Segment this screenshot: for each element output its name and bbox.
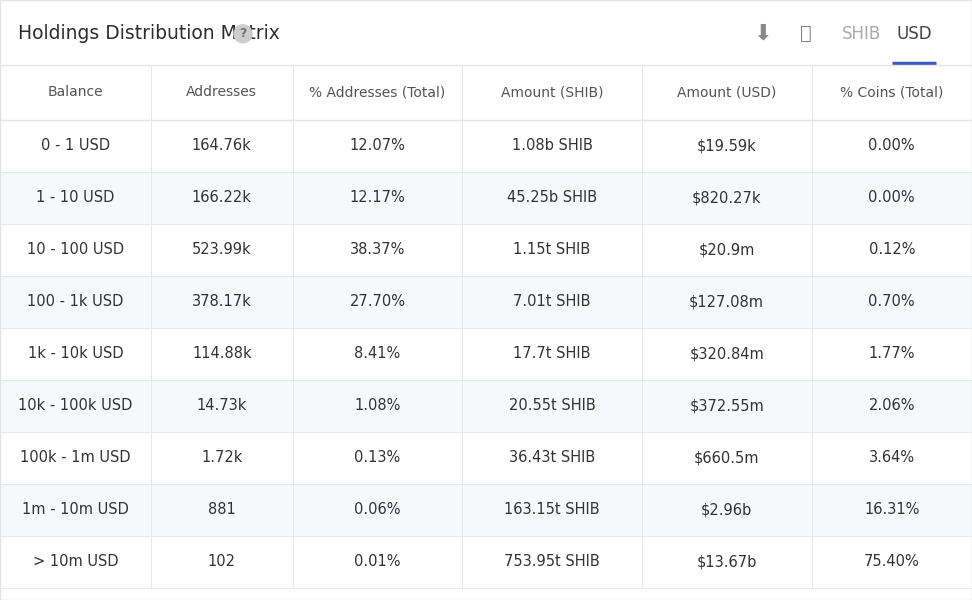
Text: 3.64%: 3.64% (869, 451, 915, 466)
Text: 1.72k: 1.72k (201, 451, 242, 466)
Text: Addresses: Addresses (187, 85, 258, 100)
Text: 753.95t SHIB: 753.95t SHIB (504, 554, 600, 569)
Text: 1m - 10m USD: 1m - 10m USD (22, 503, 129, 517)
Text: Amount (SHIB): Amount (SHIB) (501, 85, 604, 100)
Text: 100k - 1m USD: 100k - 1m USD (20, 451, 131, 466)
Text: $127.08m: $127.08m (689, 295, 764, 310)
Text: 38.37%: 38.37% (350, 242, 405, 257)
Bar (0, 380, 972, 432)
Bar (0, 224, 972, 276)
Text: $2.96b: $2.96b (701, 503, 752, 517)
Bar (0, 172, 972, 224)
Text: 36.43t SHIB: 36.43t SHIB (509, 451, 595, 466)
Text: SHIB: SHIB (842, 25, 881, 43)
Text: > 10m USD: > 10m USD (33, 554, 119, 569)
Text: $320.84m: $320.84m (689, 346, 764, 361)
Circle shape (234, 25, 252, 43)
Text: 8.41%: 8.41% (355, 346, 400, 361)
Text: 16.31%: 16.31% (864, 503, 920, 517)
Text: Amount (USD): Amount (USD) (677, 85, 777, 100)
Text: $372.55m: $372.55m (689, 398, 764, 413)
Bar (0, 276, 972, 328)
Text: 102: 102 (208, 554, 236, 569)
Text: 12.17%: 12.17% (350, 191, 405, 205)
Text: $660.5m: $660.5m (694, 451, 759, 466)
Text: 114.88k: 114.88k (191, 346, 252, 361)
Text: 0.06%: 0.06% (354, 503, 400, 517)
Text: 378.17k: 378.17k (191, 295, 252, 310)
Text: 45.25b SHIB: 45.25b SHIB (507, 191, 597, 205)
Bar (0, 65, 972, 120)
Text: 0.00%: 0.00% (868, 139, 915, 154)
Bar (0, 484, 972, 536)
Text: 17.7t SHIB: 17.7t SHIB (513, 346, 591, 361)
Text: 523.99k: 523.99k (191, 242, 252, 257)
Text: 166.22k: 166.22k (191, 191, 252, 205)
Bar (0, 120, 972, 172)
Text: 2.06%: 2.06% (869, 398, 915, 413)
Text: 0.70%: 0.70% (868, 295, 915, 310)
Text: 881: 881 (208, 503, 235, 517)
Text: 20.55t SHIB: 20.55t SHIB (508, 398, 596, 413)
Text: 1 - 10 USD: 1 - 10 USD (36, 191, 115, 205)
Text: 1.77%: 1.77% (869, 346, 915, 361)
Text: 0.13%: 0.13% (355, 451, 400, 466)
Text: ⬇: ⬇ (753, 24, 773, 44)
Bar (0, 536, 972, 588)
Text: % Coins (Total): % Coins (Total) (840, 85, 944, 100)
Text: 1.08b SHIB: 1.08b SHIB (511, 139, 593, 154)
Text: % Addresses (Total): % Addresses (Total) (309, 85, 445, 100)
Text: 100 - 1k USD: 100 - 1k USD (27, 295, 123, 310)
Text: Balance: Balance (48, 85, 103, 100)
Text: USD: USD (896, 25, 932, 43)
Bar (0, 0, 972, 65)
Text: 1.15t SHIB: 1.15t SHIB (513, 242, 591, 257)
Text: ⛶: ⛶ (800, 24, 812, 43)
Text: Holdings Distribution Matrix: Holdings Distribution Matrix (18, 24, 280, 43)
Text: 1k - 10k USD: 1k - 10k USD (27, 346, 123, 361)
Text: 164.76k: 164.76k (191, 139, 252, 154)
Text: 0.00%: 0.00% (868, 191, 915, 205)
Bar (0, 432, 972, 484)
Text: 163.15t SHIB: 163.15t SHIB (504, 503, 600, 517)
Text: $20.9m: $20.9m (699, 242, 755, 257)
Text: 0.12%: 0.12% (869, 242, 915, 257)
Text: $13.67b: $13.67b (697, 554, 757, 569)
Text: 0.01%: 0.01% (354, 554, 400, 569)
Text: 27.70%: 27.70% (350, 295, 405, 310)
Text: 1.08%: 1.08% (354, 398, 400, 413)
Text: $820.27k: $820.27k (692, 191, 761, 205)
Text: 14.73k: 14.73k (196, 398, 247, 413)
Text: 7.01t SHIB: 7.01t SHIB (513, 295, 591, 310)
Text: 10k - 100k USD: 10k - 100k USD (18, 398, 133, 413)
Bar (0, 328, 972, 380)
Text: 75.40%: 75.40% (864, 554, 920, 569)
Text: $19.59k: $19.59k (697, 139, 756, 154)
Text: 0 - 1 USD: 0 - 1 USD (41, 139, 110, 154)
Text: ?: ? (239, 27, 247, 40)
Text: 10 - 100 USD: 10 - 100 USD (27, 242, 124, 257)
Text: 12.07%: 12.07% (350, 139, 405, 154)
